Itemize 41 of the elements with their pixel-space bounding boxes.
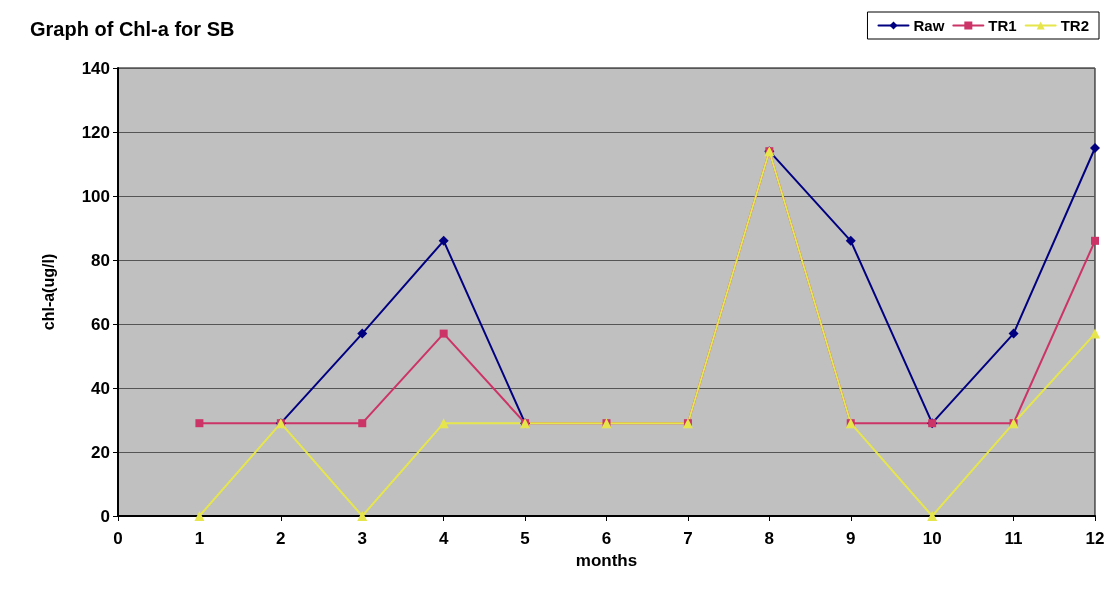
point [357, 328, 368, 339]
x-tick-label: 6 [601, 529, 612, 548]
point [357, 511, 368, 521]
y-tick-label: 20 [91, 442, 110, 462]
y-tick-label: 60 [91, 314, 110, 334]
x-axis-title: months [575, 550, 638, 570]
x-tick-label: 1 [194, 529, 205, 548]
point [438, 418, 449, 429]
point [438, 235, 449, 246]
x-tick-label: 10 [922, 529, 942, 548]
y-tick-label: 40 [91, 378, 110, 398]
point [194, 511, 205, 521]
y-tick-label: 120 [81, 122, 110, 142]
legend-label: TR2 [1060, 17, 1090, 34]
y-tick-label: 0 [100, 506, 110, 526]
x-tick-label: 9 [846, 529, 856, 548]
chart-title: Graph of Chl-a for SB [30, 18, 235, 40]
point [1008, 328, 1019, 339]
x-tick-label: 8 [764, 529, 775, 548]
y-axis-title: chl-a(ug/l) [39, 253, 57, 331]
x-tick-label: 12 [1085, 529, 1105, 548]
x-tick-label: 3 [357, 529, 367, 548]
legend-label: TR1 [988, 17, 1017, 34]
point [439, 329, 448, 338]
x-tick-label: 0 [113, 529, 123, 548]
y-tick-label: 100 [81, 186, 110, 206]
point [1090, 143, 1100, 153]
x-tick-label: 7 [683, 529, 693, 548]
legend-label: Raw [913, 17, 945, 34]
y-tick-label: 140 [81, 58, 110, 78]
point [927, 511, 938, 521]
point [358, 419, 367, 428]
point [195, 419, 204, 428]
y-tick-label: 80 [91, 250, 110, 270]
x-tick-label: 4 [438, 529, 449, 548]
point [1090, 328, 1100, 339]
x-tick-label: 5 [520, 529, 530, 548]
point [1091, 236, 1099, 245]
x-tick-label: 11 [1004, 529, 1023, 548]
point [845, 235, 856, 246]
x-tick-label: 2 [276, 529, 286, 548]
